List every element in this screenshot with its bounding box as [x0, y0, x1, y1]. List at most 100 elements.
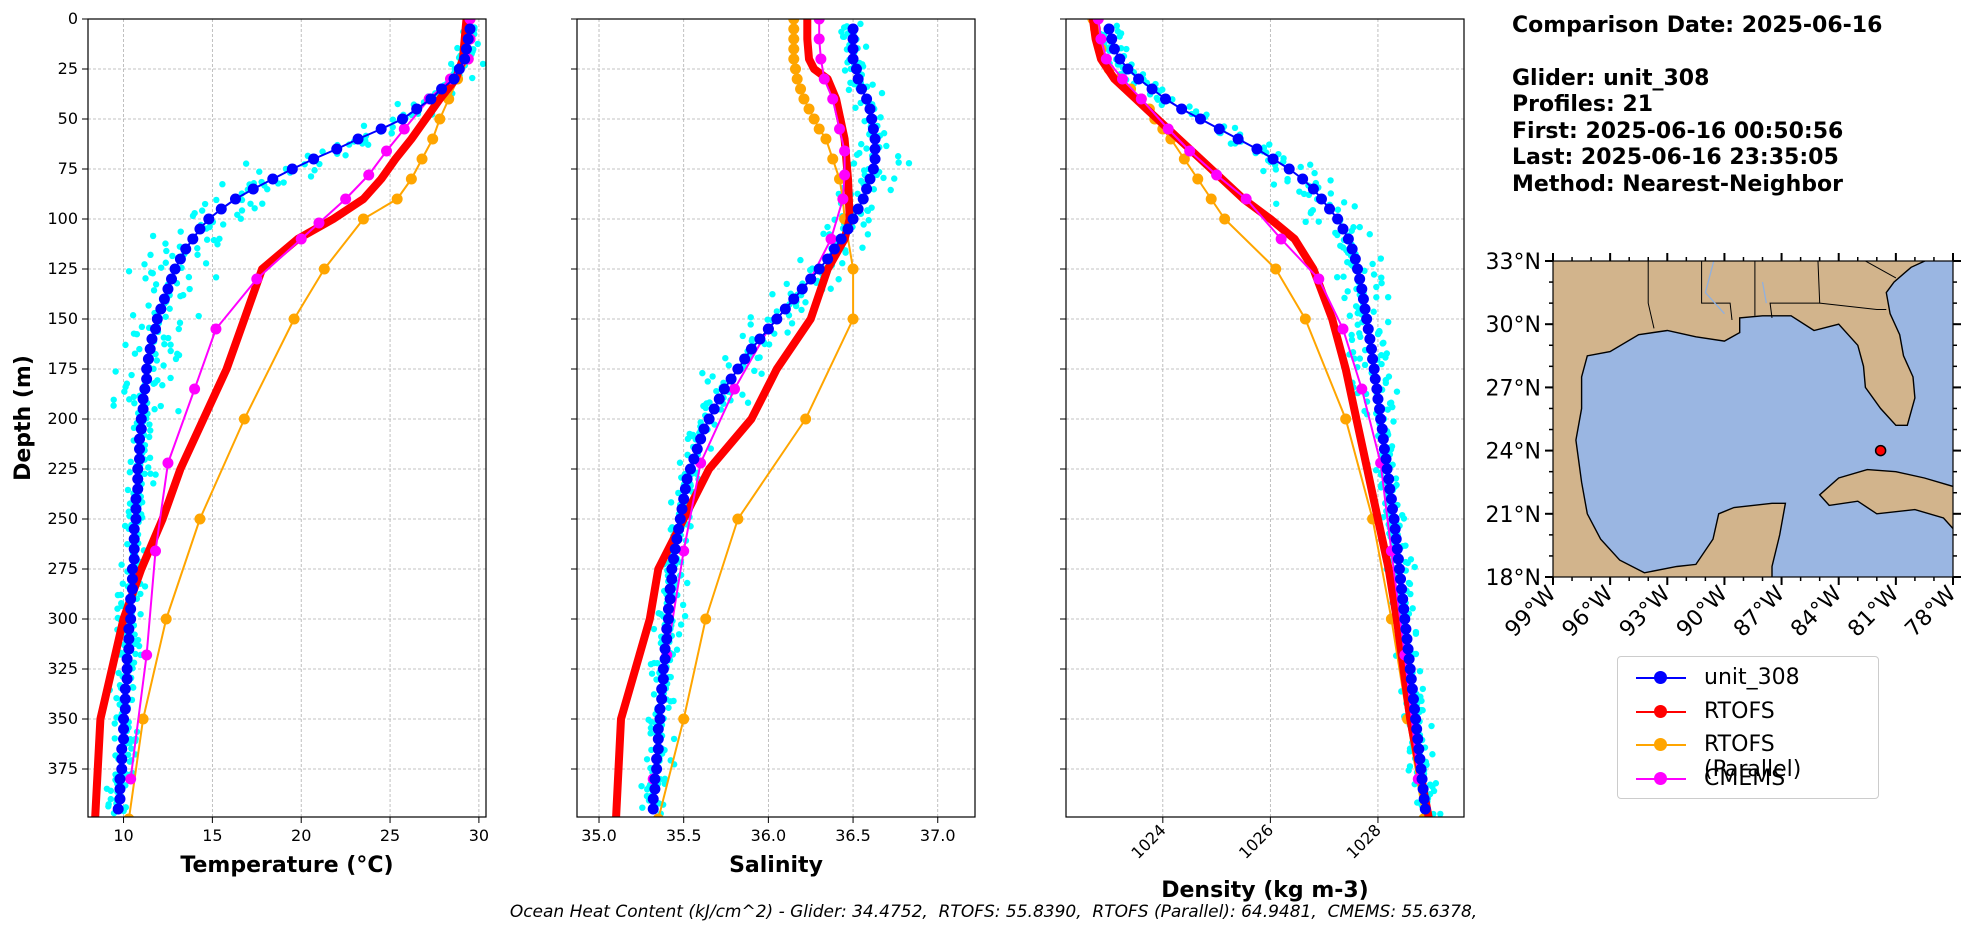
- series-marker: [132, 483, 144, 495]
- glider-scatter-point: [679, 601, 687, 609]
- series-marker: [1411, 723, 1423, 735]
- series-marker: [652, 733, 664, 745]
- series-marker: [813, 19, 825, 25]
- series-marker: [448, 73, 460, 85]
- x-tick-label: 36.0: [751, 826, 787, 845]
- glider-scatter-point: [162, 313, 169, 320]
- series-marker: [1356, 283, 1368, 295]
- glider-scatter-point: [238, 207, 246, 214]
- series-marker: [1307, 183, 1319, 195]
- glider-scatter-point: [1356, 223, 1363, 231]
- glider-scatter-point: [1270, 181, 1278, 188]
- series-marker: [1362, 323, 1374, 335]
- series-marker: [789, 63, 801, 75]
- series-marker: [847, 33, 859, 45]
- series-marker: [1232, 133, 1244, 145]
- series-marker: [657, 673, 669, 685]
- series-marker: [119, 683, 131, 695]
- series-marker: [1211, 169, 1223, 181]
- series-marker: [453, 63, 465, 75]
- series-marker: [118, 733, 130, 745]
- y-tick-label: 150: [47, 309, 78, 328]
- glider-scatter-point: [647, 718, 655, 726]
- glider-scatter-point: [758, 370, 765, 377]
- series-marker: [381, 145, 392, 157]
- series-marker: [820, 133, 832, 145]
- glider-scatter-point: [202, 260, 210, 267]
- legend-marker: [1654, 738, 1667, 751]
- glider-scatter-point: [748, 335, 756, 343]
- glider-scatter-point: [667, 499, 675, 506]
- x-tick-label: 15: [202, 826, 222, 845]
- glider-scatter-point: [1344, 288, 1351, 295]
- series-marker: [1176, 103, 1188, 115]
- axes-frame: [1065, 18, 1465, 818]
- glider-scatter-point: [1307, 209, 1315, 217]
- series-marker: [1356, 383, 1368, 395]
- series-marker: [331, 143, 343, 155]
- glider-scatter-point: [167, 374, 174, 382]
- series-marker: [739, 353, 751, 365]
- glider-scatter-point: [147, 251, 154, 259]
- glider-scatter-point: [1361, 361, 1369, 369]
- series-line-cmems: [1097, 19, 1420, 780]
- series-marker: [121, 653, 133, 665]
- series-marker: [1365, 343, 1377, 355]
- series-marker: [1400, 623, 1412, 635]
- glider-scatter-point: [131, 350, 139, 357]
- series-marker: [674, 513, 686, 525]
- lat-tick-label: 33°N: [1486, 250, 1541, 275]
- glider-scatter-point: [153, 357, 161, 364]
- glider-scatter-point: [676, 459, 684, 466]
- glider-scatter-point: [702, 404, 709, 412]
- series-marker: [676, 503, 688, 515]
- series-marker: [869, 133, 881, 145]
- series-marker: [134, 453, 146, 465]
- glider-scatter-point: [747, 321, 754, 328]
- glider-scatter-point: [103, 785, 111, 792]
- glider-scatter-point: [479, 60, 486, 68]
- glider-scatter-point: [130, 424, 138, 432]
- series-marker: [1395, 573, 1407, 585]
- series-marker: [1380, 453, 1392, 465]
- series-marker: [827, 93, 839, 105]
- glider-scatter-point: [1333, 273, 1341, 281]
- plot-area: [1087, 19, 1444, 817]
- ohc-rtofs-parallel: RTOFS (Parallel): 64.9481,: [1092, 902, 1317, 922]
- glider-scatter-point: [259, 200, 266, 207]
- glider-scatter-point: [1384, 293, 1392, 301]
- glider-scatter-point: [166, 305, 173, 312]
- glider-scatter-point: [1389, 403, 1396, 411]
- series-marker: [662, 613, 674, 625]
- glider-scatter-point: [1390, 418, 1397, 425]
- series-marker: [1114, 53, 1126, 65]
- series-marker: [791, 73, 803, 85]
- lat-tick-label: 24°N: [1486, 440, 1541, 465]
- glider-scatter-point: [883, 142, 890, 150]
- glider-scatter-point: [704, 378, 711, 385]
- series-marker: [126, 563, 138, 575]
- series-marker: [118, 723, 130, 735]
- glider-scatter-point: [1373, 283, 1380, 291]
- glider-scatter-point: [194, 245, 201, 252]
- series-marker: [137, 713, 149, 725]
- glider-scatter-point: [864, 231, 872, 238]
- series-marker: [411, 103, 423, 115]
- series-marker: [229, 193, 241, 205]
- glider-scatter-point: [835, 276, 842, 283]
- glider-scatter-point: [681, 612, 689, 620]
- series-marker: [656, 693, 668, 705]
- glider-scatter-point: [1354, 309, 1361, 317]
- series-marker: [1346, 243, 1358, 255]
- chart-panel-3: 1024 1026 1028 Density (kg m-3): [1060, 18, 1465, 903]
- x-tick-label: 35.5: [666, 826, 702, 845]
- glider-scatter-point: [122, 341, 129, 349]
- series-marker: [123, 633, 135, 645]
- glider-scatter-point: [107, 795, 114, 803]
- glider-scatter-point: [137, 590, 144, 598]
- glider-scatter-point: [1302, 218, 1309, 226]
- series-marker: [1354, 273, 1366, 285]
- series-marker: [313, 217, 325, 229]
- x-tick-label: 1028: [1343, 820, 1385, 862]
- series-marker: [1371, 383, 1383, 395]
